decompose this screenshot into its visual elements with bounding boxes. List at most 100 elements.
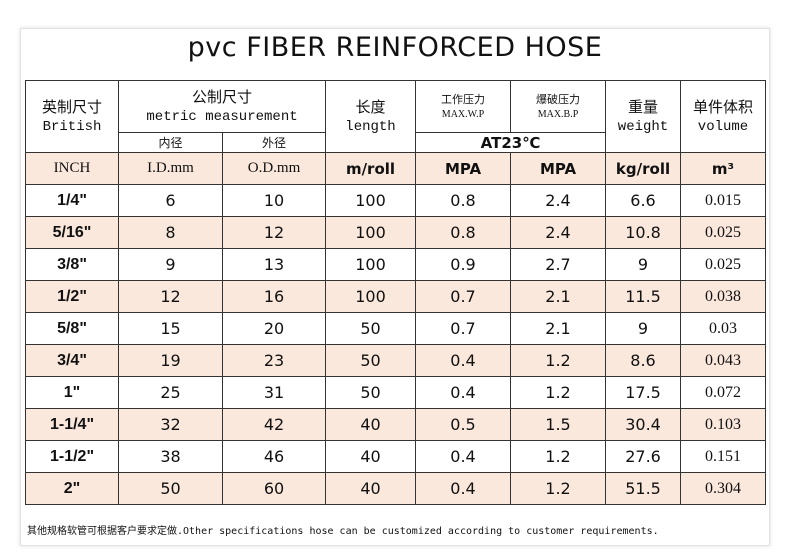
value-cell: 1.2 <box>510 376 607 409</box>
data-row: 1" 25 31 50 0.4 1.2 17.5 0.072 <box>25 376 767 409</box>
value-cell: 0.5 <box>415 408 512 441</box>
value-cell: 17.5 <box>605 376 682 409</box>
unit-cell: m/roll <box>325 152 417 185</box>
data-row: 3/4" 19 23 50 0.4 1.2 8.6 0.043 <box>25 344 767 377</box>
value-cell: 0.4 <box>415 472 512 505</box>
value-cell: 100 <box>325 184 417 217</box>
data-row: 3/8" 9 13 100 0.9 2.7 9 0.025 <box>25 248 767 281</box>
value-cell: 0.8 <box>415 184 512 217</box>
header-row: 英制尺寸 British 公制尺寸 metric measurement 长度 len… <box>25 80 767 153</box>
value-cell: 1.2 <box>510 472 607 505</box>
value-cell: 51.5 <box>605 472 682 505</box>
size-cell: 5/8" <box>25 312 119 345</box>
header-en: length <box>345 118 396 135</box>
header-zh: 爆破压力 <box>536 92 581 106</box>
size-cell: 3/4" <box>25 344 119 377</box>
data-row: 1-1/2" 38 46 40 0.4 1.2 27.6 0.151 <box>25 440 767 473</box>
size-cell: 1" <box>25 376 119 409</box>
value-cell: 10 <box>221 184 327 217</box>
unit-cell: O.D.mm <box>221 152 327 185</box>
value-cell: 0.038 <box>680 280 767 313</box>
value-cell: 0.103 <box>680 408 767 441</box>
value-cell: 40 <box>325 440 417 473</box>
value-cell: 42 <box>221 408 327 441</box>
unit-cell: MPA <box>415 152 512 185</box>
value-cell: 1.2 <box>510 344 607 377</box>
size-cell: 1-1/4" <box>25 408 119 441</box>
value-cell: 0.4 <box>415 440 512 473</box>
value-cell: 9 <box>605 312 682 345</box>
data-row: 1/4" 6 10 100 0.8 2.4 6.6 0.015 <box>25 184 767 217</box>
value-cell: 15 <box>118 312 223 345</box>
value-cell: 0.9 <box>415 248 512 281</box>
value-cell: 9 <box>605 248 682 281</box>
header-cell: 爆破压力 MAX.B.P <box>510 80 607 133</box>
size-cell: 1-1/2" <box>25 440 119 473</box>
data-row: 1/2" 12 16 100 0.7 2.1 11.5 0.038 <box>25 280 767 313</box>
value-cell: 0.072 <box>680 376 767 409</box>
value-cell: 8.6 <box>605 344 682 377</box>
footnote: 其他规格软管可根据客户要求定做.Other specifications hos… <box>27 526 659 537</box>
value-cell: 12 <box>118 280 223 313</box>
table-body: INCH I.D.mm O.D.mm m/roll MPA MPA kg/roll m³ 1/4… <box>25 152 767 505</box>
value-cell: 0.7 <box>415 280 512 313</box>
value-cell: 50 <box>325 312 417 345</box>
size-cell: 3/8" <box>25 248 119 281</box>
value-cell: 2.1 <box>510 312 607 345</box>
value-cell: 19 <box>118 344 223 377</box>
condition-cell: AT23℃ <box>415 132 607 153</box>
value-cell: 20 <box>221 312 327 345</box>
value-cell: 0.4 <box>415 344 512 377</box>
subheader-cell: 外径 <box>221 132 327 153</box>
header-cell: 长度 length <box>325 80 417 153</box>
value-cell: 50 <box>118 472 223 505</box>
value-cell: 40 <box>325 408 417 441</box>
unit-cell: MPA <box>510 152 607 185</box>
unit-cell: INCH <box>25 152 119 185</box>
spec-table: 英制尺寸 British 公制尺寸 metric measurement 长度 len… <box>25 80 767 505</box>
value-cell: 50 <box>325 376 417 409</box>
value-cell: 0.025 <box>680 216 767 249</box>
value-cell: 50 <box>325 344 417 377</box>
value-cell: 11.5 <box>605 280 682 313</box>
value-cell: 12 <box>221 216 327 249</box>
header-en: weight <box>617 118 669 135</box>
subheader-cell: 内径 <box>118 132 223 153</box>
value-cell: 2.4 <box>510 184 607 217</box>
header-zh: 重量 <box>628 97 659 116</box>
unit-cell: I.D.mm <box>118 152 223 185</box>
value-cell: 46 <box>221 440 327 473</box>
value-cell: 30.4 <box>605 408 682 441</box>
value-cell: 100 <box>325 280 417 313</box>
header-zh: 英制尺寸 <box>41 97 102 116</box>
unit-cell: m³ <box>680 152 767 185</box>
value-cell: 0.4 <box>415 376 512 409</box>
value-cell: 100 <box>325 248 417 281</box>
value-cell: 1.5 <box>510 408 607 441</box>
data-row: 5/16" 8 12 100 0.8 2.4 10.8 0.025 <box>25 216 767 249</box>
size-cell: 5/16" <box>25 216 119 249</box>
unit-cell: kg/roll <box>605 152 682 185</box>
value-cell: 10.8 <box>605 216 682 249</box>
header-cell: 工作压力 MAX.W.P <box>415 80 512 133</box>
value-cell: 38 <box>118 440 223 473</box>
value-cell: 27.6 <box>605 440 682 473</box>
size-cell: 2" <box>25 472 119 505</box>
value-cell: 0.043 <box>680 344 767 377</box>
data-row: 2" 50 60 40 0.4 1.2 51.5 0.304 <box>25 472 767 505</box>
header-zh: 工作压力 <box>441 92 486 106</box>
value-cell: 0.304 <box>680 472 767 505</box>
value-cell: 0.7 <box>415 312 512 345</box>
header-en: MAX.B.P <box>537 108 579 120</box>
size-cell: 1/2" <box>25 280 119 313</box>
header-cell: 单件体积 volume <box>680 80 767 153</box>
value-cell: 2.4 <box>510 216 607 249</box>
value-cell: 25 <box>118 376 223 409</box>
size-cell: 1/4" <box>25 184 119 217</box>
value-cell: 0.025 <box>680 248 767 281</box>
data-row: 1-1/4" 32 42 40 0.5 1.5 30.4 0.103 <box>25 408 767 441</box>
value-cell: 2.1 <box>510 280 607 313</box>
header-zh: 长度 <box>355 97 386 116</box>
value-cell: 2.7 <box>510 248 607 281</box>
value-cell: 13 <box>221 248 327 281</box>
